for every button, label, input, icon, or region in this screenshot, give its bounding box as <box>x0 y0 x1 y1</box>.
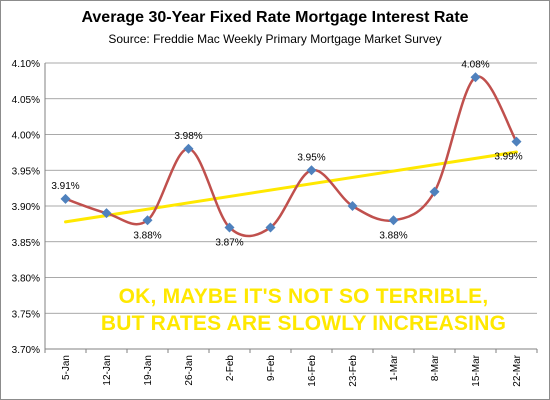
y-tick-label: 3.90% <box>12 202 40 213</box>
y-tick-label: 4.10% <box>12 59 40 70</box>
x-tick-label: 15-Mar <box>471 354 482 386</box>
chart-subtitle: Source: Freddie Mac Weekly Primary Mortg… <box>108 32 442 46</box>
y-tick-label: 3.95% <box>12 166 40 177</box>
data-point-marker <box>511 136 522 147</box>
data-point-marker <box>142 215 153 226</box>
data-point-marker <box>388 215 399 226</box>
x-tick-label: 1-Mar <box>389 354 400 381</box>
data-label: 3.91% <box>51 181 79 192</box>
x-tick-label: 16-Feb <box>307 355 318 387</box>
data-point-marker <box>183 143 194 154</box>
x-tick-label: 23-Feb <box>348 355 359 387</box>
data-point-marker <box>60 193 71 204</box>
data-point-marker <box>101 208 112 219</box>
data-point-marker <box>470 72 481 83</box>
annotation-line-2: BUT RATES ARE SLOWLY INCREASING <box>100 312 507 335</box>
chart-title: Average 30-Year Fixed Rate Mortgage Inte… <box>81 9 469 26</box>
y-tick-label: 4.05% <box>12 95 40 106</box>
x-tick-label: 8-Mar <box>430 354 441 381</box>
data-label: 3.87% <box>215 237 243 248</box>
trendline <box>64 150 518 224</box>
y-tick-label: 3.70% <box>12 345 40 356</box>
data-label: 3.95% <box>297 152 325 163</box>
x-tick-label: 12-Jan <box>102 355 113 386</box>
annotation-line-1: OK, MAYBE IT'S NOT SO TERRIBLE, <box>118 285 489 308</box>
data-point-marker <box>224 222 235 233</box>
data-label: 3.99% <box>494 152 522 163</box>
data-label: 4.08% <box>461 59 489 70</box>
x-tick-label: 9-Feb <box>266 355 277 382</box>
data-label: 3.88% <box>379 230 407 241</box>
x-tick-label: 26-Jan <box>184 355 195 386</box>
y-tick-label: 3.85% <box>12 238 40 249</box>
x-tick-label: 22-Mar <box>512 354 523 386</box>
data-label: 3.88% <box>133 230 161 241</box>
x-tick-label: 2-Feb <box>225 355 236 382</box>
data-point-marker <box>306 165 317 176</box>
y-tick-label: 3.80% <box>12 274 40 285</box>
x-tick-label: 5-Jan <box>61 355 72 380</box>
y-tick-label: 4.00% <box>12 131 40 142</box>
y-tick-label: 3.75% <box>12 309 40 320</box>
data-label: 3.98% <box>174 131 202 142</box>
chart-annotation: OK, MAYBE IT'S NOT SO TERRIBLE, BUT RATE… <box>76 283 531 337</box>
data-point-marker <box>429 186 440 197</box>
data-point-marker <box>265 222 276 233</box>
data-point-marker <box>347 201 358 211</box>
x-tick-label: 19-Jan <box>143 355 154 386</box>
